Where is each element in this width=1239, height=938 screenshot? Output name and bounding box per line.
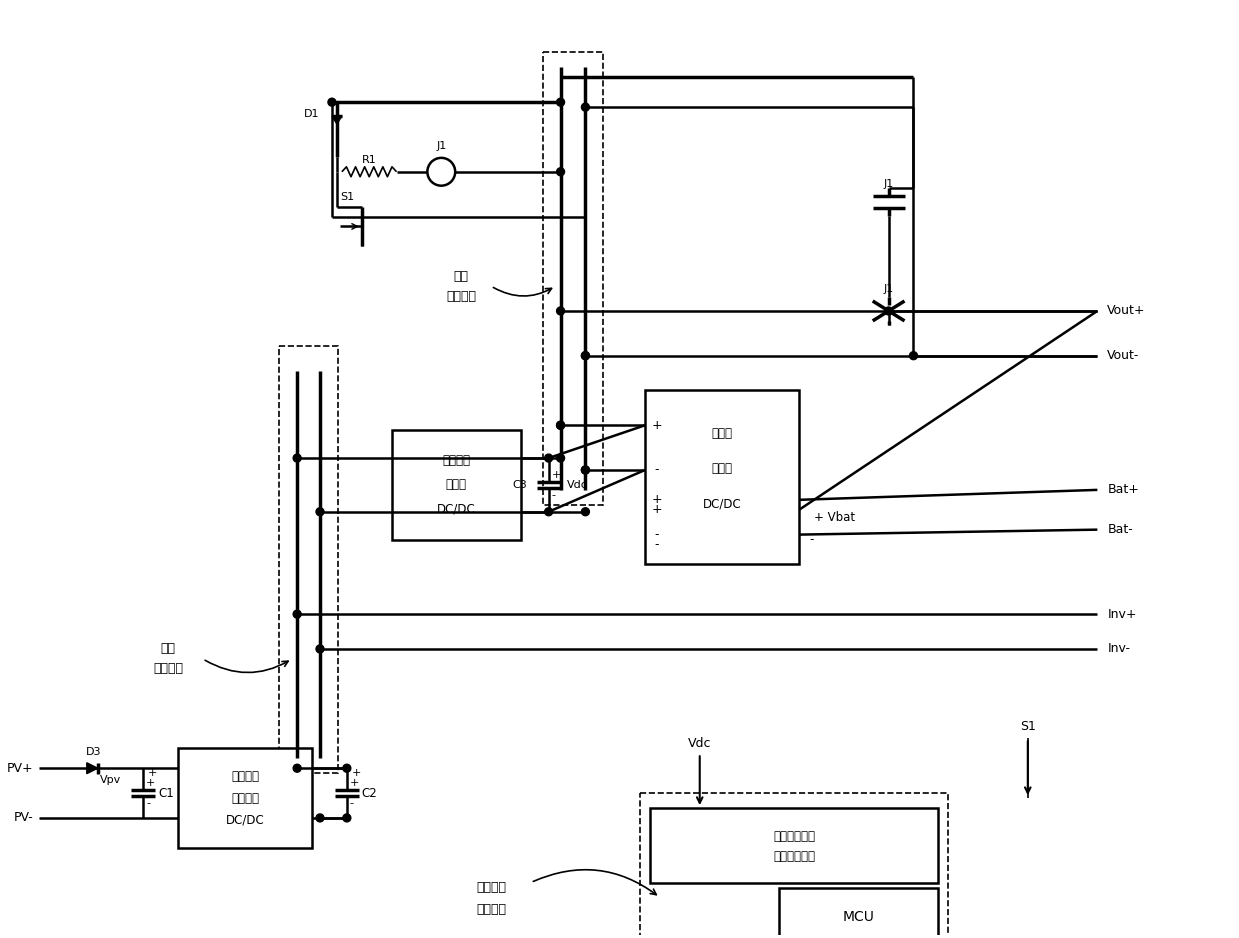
Text: S1: S1 — [1020, 720, 1036, 733]
Circle shape — [545, 507, 553, 516]
Circle shape — [885, 307, 892, 315]
Text: -: - — [349, 798, 354, 808]
Text: -: - — [809, 533, 814, 546]
Circle shape — [545, 454, 553, 462]
Text: 直流母线: 直流母线 — [152, 662, 183, 675]
Polygon shape — [332, 116, 342, 124]
Circle shape — [556, 454, 565, 462]
Circle shape — [909, 352, 917, 359]
Text: + Vbat: + Vbat — [814, 510, 855, 523]
Text: 最大功率: 最大功率 — [230, 770, 259, 782]
Text: 运行模式: 运行模式 — [476, 881, 506, 894]
Text: DC/DC: DC/DC — [437, 503, 476, 516]
Circle shape — [556, 307, 565, 315]
Circle shape — [343, 814, 351, 822]
Text: Inv-: Inv- — [1108, 643, 1130, 656]
Text: 直流母线: 直流母线 — [446, 290, 476, 303]
Text: C3: C3 — [512, 480, 527, 490]
Text: D1: D1 — [304, 109, 318, 119]
Circle shape — [316, 814, 323, 822]
Circle shape — [316, 507, 323, 516]
Bar — [650, 808, 938, 883]
Text: PV-: PV- — [14, 811, 33, 825]
Text: +: + — [652, 418, 663, 431]
Text: D3: D3 — [85, 748, 102, 757]
Text: 中压: 中压 — [160, 643, 176, 656]
Text: Vout+: Vout+ — [1108, 305, 1146, 317]
Circle shape — [294, 610, 301, 618]
Text: DC/DC: DC/DC — [225, 813, 264, 826]
Text: 充放电: 充放电 — [711, 428, 732, 441]
Text: 低压: 低压 — [453, 269, 468, 282]
Circle shape — [556, 421, 565, 430]
Circle shape — [581, 352, 590, 359]
Text: +: + — [652, 504, 663, 516]
Circle shape — [581, 352, 590, 359]
Text: +: + — [551, 470, 561, 480]
Text: R1: R1 — [362, 155, 377, 165]
Text: C1: C1 — [157, 787, 173, 799]
Bar — [392, 431, 520, 539]
Circle shape — [556, 168, 565, 175]
Circle shape — [294, 454, 301, 462]
Text: 点跟踪器: 点跟踪器 — [230, 792, 259, 805]
Text: 变换器: 变换器 — [446, 478, 467, 492]
Text: -: - — [551, 490, 555, 500]
Circle shape — [556, 421, 565, 430]
Text: C2: C2 — [362, 787, 378, 799]
Text: MCU: MCU — [843, 910, 875, 924]
Bar — [641, 793, 948, 938]
Text: +: + — [147, 768, 157, 779]
Text: Bat+: Bat+ — [1108, 483, 1139, 496]
Circle shape — [343, 764, 351, 772]
Bar — [646, 390, 799, 565]
Text: 控制器: 控制器 — [711, 462, 732, 476]
Text: J1: J1 — [883, 179, 893, 189]
Text: +: + — [349, 779, 359, 788]
Circle shape — [581, 466, 590, 474]
Text: DC/DC: DC/DC — [703, 497, 741, 510]
Text: J1: J1 — [883, 284, 893, 295]
Bar — [279, 346, 338, 773]
Text: 直流降压: 直流降压 — [442, 454, 470, 467]
Circle shape — [328, 98, 336, 106]
Text: -: - — [146, 798, 150, 808]
Bar — [178, 749, 312, 848]
Circle shape — [581, 466, 590, 474]
Text: 电压采样电路: 电压采样电路 — [773, 850, 815, 863]
Text: J1: J1 — [436, 141, 446, 151]
Text: Vdc: Vdc — [688, 737, 711, 749]
Text: -: - — [654, 463, 659, 477]
Bar — [543, 53, 603, 505]
Text: Bat-: Bat- — [1108, 523, 1132, 537]
Circle shape — [294, 764, 301, 772]
Bar — [779, 887, 938, 938]
Text: Inv+: Inv+ — [1108, 608, 1137, 621]
Text: +: + — [352, 768, 362, 779]
Circle shape — [581, 507, 590, 516]
Circle shape — [581, 103, 590, 111]
Text: 控制单元: 控制单元 — [476, 903, 506, 915]
Text: Vdc: Vdc — [566, 480, 587, 490]
Text: PV+: PV+ — [7, 762, 33, 775]
Circle shape — [556, 98, 565, 106]
Text: -: - — [654, 528, 659, 541]
Text: +: + — [652, 493, 663, 507]
Text: Vpv: Vpv — [100, 775, 121, 785]
Text: +: + — [146, 779, 155, 788]
Text: Vout-: Vout- — [1108, 349, 1140, 362]
Polygon shape — [87, 763, 98, 774]
Text: S1: S1 — [339, 191, 354, 202]
Circle shape — [316, 645, 323, 653]
Text: 低压直流母线: 低压直流母线 — [773, 830, 815, 843]
Text: -: - — [654, 538, 659, 551]
